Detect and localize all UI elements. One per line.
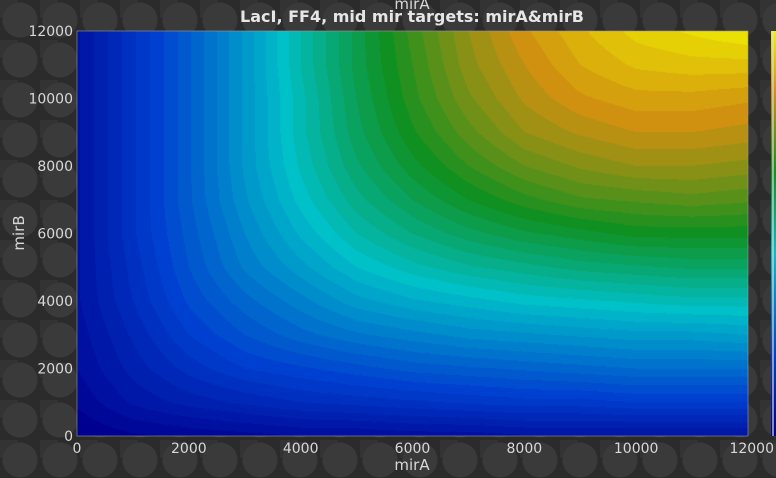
plot-area: [76, 30, 749, 437]
x-axis-title: mirA: [394, 456, 430, 474]
x-tick-label: 2000: [171, 441, 207, 457]
x-tick-label: 0: [73, 441, 82, 457]
y-tick-label: 10000: [28, 92, 73, 108]
y-tick-label: 2000: [37, 362, 73, 378]
x-tick-label: 4000: [283, 441, 319, 457]
y-tick-label: 8000: [37, 159, 73, 175]
x-tick-label: 8000: [507, 441, 543, 457]
y-axis-title: mirB: [10, 215, 28, 250]
x-tick-label: 12000: [729, 441, 774, 457]
x-axis-ticks: 0 2000 4000 6000 8000 10000 12000: [73, 441, 774, 457]
y-axis-ticks: 0 2000 4000 6000 8000 10000 12000: [28, 24, 73, 445]
y-tick-label: 0: [64, 429, 73, 445]
y-tick-label: 6000: [37, 227, 73, 243]
x-tick-label: 6000: [395, 441, 431, 457]
plot-frame: [76, 30, 749, 437]
y-tick-label: 12000: [28, 24, 73, 40]
x-tick-label: 10000: [614, 441, 659, 457]
colorbar: [771, 31, 776, 436]
top-axis-label: mirA: [394, 0, 430, 13]
y-tick-label: 4000: [37, 294, 73, 310]
heatmap-surface: [77, 31, 748, 436]
chart-title: LacI, FF4, mid mir targets: mirA&mirB: [240, 7, 584, 26]
